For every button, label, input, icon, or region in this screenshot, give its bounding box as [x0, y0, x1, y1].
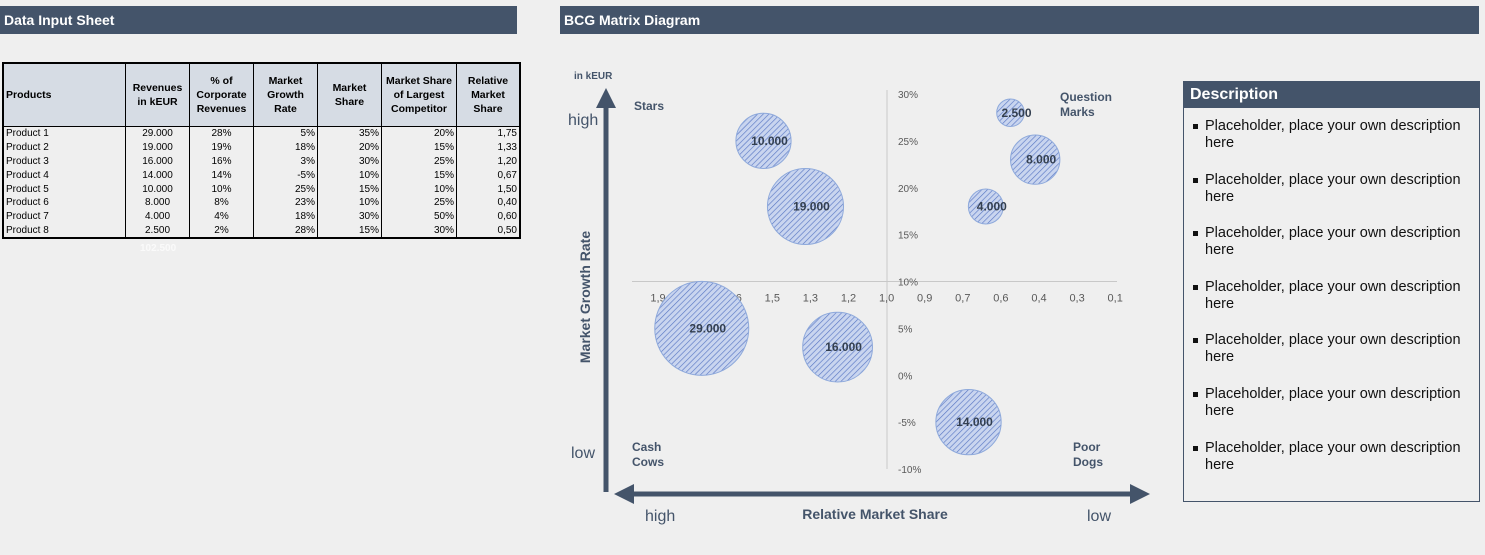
bubble [766, 167, 845, 246]
data-input-table: Products Revenues in kEUR % of Corporate… [2, 62, 521, 240]
x-tick-label: 0,6 [993, 293, 1008, 305]
table-cell[interactable]: 1,33 [456, 140, 521, 155]
quadrant-stars: Stars [634, 99, 664, 113]
table-cell[interactable]: 30% [381, 223, 457, 239]
x-tick-label: 1,5 [765, 293, 780, 305]
col-competitor: Market Share of Largest Competitor [381, 62, 457, 127]
table-cell[interactable]: 0,60 [456, 209, 521, 224]
bcg-matrix-header: BCG Matrix Diagram [560, 6, 1479, 34]
description-item: Placeholder, place your own description … [1193, 279, 1471, 313]
bubble-label: 14.000 [956, 415, 993, 429]
x-tick-label: 0,7 [955, 293, 970, 305]
y-tick-label: 25% [898, 137, 918, 148]
table-row: Product 4 14.000 14% -5% 10% 15% 0,67 [2, 168, 521, 183]
y-low-label: low [571, 445, 595, 462]
x-tick-label: 0,1 [1108, 293, 1123, 305]
x-tick-label: 1,9 [650, 293, 665, 305]
y-tick-label: 30% [898, 90, 918, 101]
bubble-label: 8.000 [1026, 153, 1056, 167]
bubble-label: 10.000 [751, 134, 788, 148]
bubble-label: 2.500 [1001, 106, 1031, 120]
table-row: Product 1 29.000 28% 5% 35% 20% 1,75 [2, 125, 521, 141]
y-tick-label: -10% [898, 465, 921, 476]
table-cell[interactable]: 1,50 [456, 182, 521, 196]
y-tick-label: 10% [898, 278, 918, 289]
bubble-label: 16.000 [825, 340, 862, 354]
bubble-label: 4.000 [977, 200, 1007, 214]
col-revenues: Revenues in kEUR [125, 62, 190, 127]
description-title: Description [1184, 82, 1479, 108]
x-tick-label: 1,3 [803, 293, 818, 305]
x-axis-title: Relative Market Share [802, 506, 948, 522]
col-growth: Market Growth Rate [253, 62, 318, 127]
bubble-label: 19.000 [793, 200, 830, 214]
y-tick-label: 15% [898, 231, 918, 242]
y-high-label: high [568, 112, 598, 129]
table-cell[interactable]: 25% [381, 195, 457, 210]
y-axis-title: Market Growth Rate [577, 231, 593, 363]
bubble [996, 98, 1025, 128]
y-tick-label: 5% [898, 324, 913, 335]
col-share: Market Share [317, 62, 382, 127]
table-cell[interactable]: 1,75 [456, 125, 521, 141]
quadrant-cash-cows: Cash Cows [632, 440, 664, 469]
table-row: Product 7 4.000 4% 18% 30% 50% 0,60 [2, 209, 521, 224]
table-header-row: Products Revenues in kEUR % of Corporate… [2, 62, 521, 127]
description-item: Placeholder, place your own description … [1193, 118, 1471, 152]
table-cell[interactable]: 0,50 [456, 223, 521, 239]
data-input-header: Data Input Sheet [0, 6, 517, 34]
x-high-label: high [645, 508, 675, 525]
y-tick-label: 20% [898, 184, 918, 195]
bubble [935, 388, 1002, 456]
unit-label: in kEUR [574, 71, 613, 82]
bcg-chart: in kEUR high low Market Growth Rate high… [568, 71, 1150, 525]
table-cell[interactable]: 10% [381, 182, 457, 196]
x-tick-label: 0,9 [917, 293, 932, 305]
table-row: Product 5 10.000 10% 25% 15% 10% 1,50 [2, 182, 521, 196]
table-row: Product 2 19.000 19% 18% 20% 15% 1,33 [2, 140, 521, 155]
x-tick-label: 1,2 [841, 293, 856, 305]
description-item: Placeholder, place your own description … [1193, 225, 1471, 259]
table-cell[interactable]: 50% [381, 209, 457, 224]
table-row: Product 8 2.500 2% 28% 15% 30% 0,50 [2, 223, 521, 239]
description-item: Placeholder, place your own description … [1193, 172, 1471, 206]
quadrant-question-marks: Question Marks [1060, 90, 1112, 119]
description-item: Placeholder, place your own description … [1193, 332, 1471, 366]
description-list: Placeholder, place your own description … [1184, 108, 1479, 474]
x-tick-label: 1,0 [879, 293, 894, 305]
description-item: Placeholder, place your own description … [1193, 386, 1471, 420]
table-cell[interactable]: 15% [381, 140, 457, 155]
bubble [967, 188, 1004, 225]
description-item: Placeholder, place your own description … [1193, 440, 1471, 474]
bubble [802, 311, 874, 383]
bubble [654, 280, 750, 376]
table-cell[interactable]: 0,67 [456, 168, 521, 183]
x-low-label: low [1087, 508, 1111, 525]
description-panel: Description Placeholder, place your own … [1183, 81, 1480, 502]
col-relative-share: Relative Market Share [456, 62, 521, 127]
col-pct-revenues: % of Corporate Revenues [189, 62, 254, 127]
y-tick-label: -5% [898, 418, 916, 429]
bubble [1010, 134, 1061, 185]
x-tick-label: 0,3 [1069, 293, 1084, 305]
y-tick-label: 0% [898, 371, 913, 382]
col-products: Products [2, 62, 126, 127]
bubble [735, 112, 792, 169]
table-row: Product 6 8.000 8% 23% 10% 25% 0,40 [2, 195, 521, 210]
table-row: Product 3 16.000 16% 3% 30% 25% 1,20 [2, 154, 521, 169]
table-cell[interactable]: 25% [381, 154, 457, 169]
table-cell[interactable]: 1,20 [456, 154, 521, 169]
revenue-total: 102.500 [140, 243, 177, 254]
table-cell[interactable]: 20% [381, 125, 457, 141]
x-tick-label: 0,4 [1031, 293, 1046, 305]
bubble-label: 29.000 [689, 321, 726, 335]
table-cell[interactable]: 15% [381, 168, 457, 183]
quadrant-poor-dogs: Poor Dogs [1073, 440, 1103, 469]
table-cell[interactable]: 0,40 [456, 195, 521, 210]
